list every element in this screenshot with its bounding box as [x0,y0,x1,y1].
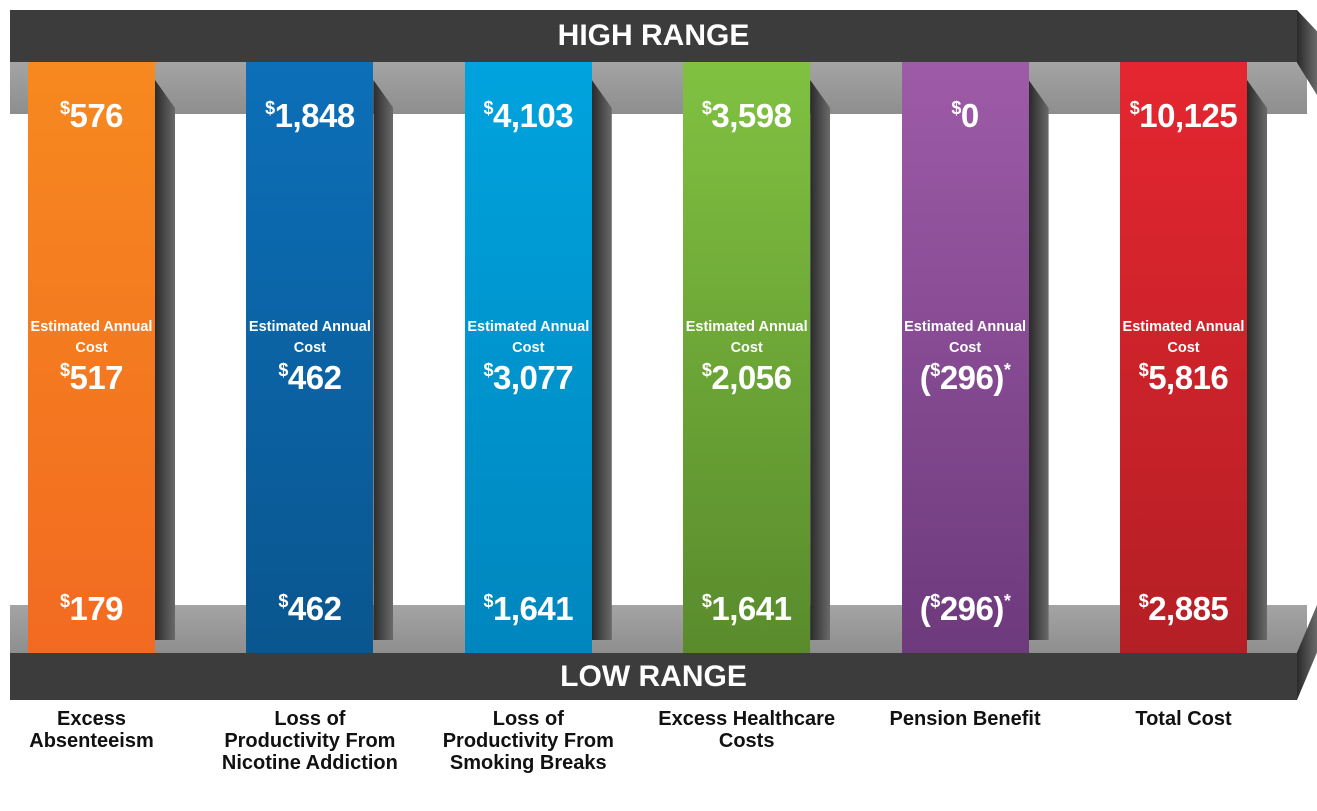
estimate-label: Estimated Annual Cost [904,319,1027,356]
low-value: $2,885 [1138,590,1229,627]
header-title: HIGH RANGE [557,19,750,52]
column-side [591,80,612,640]
column-side [155,80,175,640]
estimate-value: $5,816 [1138,359,1229,396]
symbol: $ [483,98,493,118]
symbol: $ [1129,98,1140,118]
high-value: $10,125 [1129,97,1238,134]
footer-title: LOW RANGE [560,660,747,693]
symbol: $ [930,591,940,611]
estimate-label: Estimated Annual Cost [1122,319,1245,356]
symbol: $ [59,591,70,611]
estimate-label: Estimated Annual Cost [248,319,371,356]
symbol: $ [278,591,288,611]
symbol: $ [483,591,493,611]
column-side [810,80,831,640]
symbol: $ [701,591,712,611]
low-value: ($296)* [919,590,1011,627]
symbol: * [1003,591,1011,611]
estimate-value: $3,077 [483,359,574,396]
estimate-value: $462 [278,359,342,396]
high-value: $576 [59,97,124,134]
symbol: $ [265,98,275,118]
low-value: $462 [278,590,342,627]
column: $10,125 $5,816 $2,885 Estimated Annual Cost [1120,62,1247,653]
column-name: Loss of Productivity From Nicotine Addic… [221,708,398,774]
high-value: $4,103 [483,97,574,134]
column: $4,103 $3,077 $1,641 Estimated Annual Cost [464,62,592,653]
symbol: $ [59,98,70,118]
column-name: Excess Healthcare Costs [658,708,836,752]
estimate-label: Estimated Annual Cost [685,319,808,356]
column-side [1028,80,1049,640]
estimate-value: ($296)* [919,359,1011,396]
estimate-value: $517 [59,359,124,396]
column-name: Loss of Productivity From Smoking Breaks [442,708,614,774]
symbol: $ [930,360,940,380]
symbol: $ [951,98,961,118]
column-name: Pension Benefit [889,708,1041,730]
high-range-bar: HIGH RANGE [10,10,1297,62]
top-shelf [10,62,1307,114]
estimate-label: Estimated Annual Cost [467,319,590,356]
symbol: * [1003,360,1011,380]
high-value: $1,848 [265,97,355,134]
symbol: $ [483,360,493,380]
column-side [1247,80,1267,640]
low-range-bar: LOW RANGE [10,653,1297,700]
estimate-value: $2,056 [701,359,792,396]
high-value: $3,598 [701,97,792,134]
column-name: Total Cost [1135,708,1232,730]
symbol: $ [1138,360,1149,380]
symbol: $ [59,360,70,380]
column: $3,598 $2,056 $1,641 Estimated Annual Cost [683,62,811,653]
low-value: $1,641 [483,590,574,627]
symbol: $ [1138,591,1149,611]
low-value: $1,641 [701,590,792,627]
high-value: $0 [951,97,979,134]
column-side [373,80,394,640]
column: $1,848 $462 $462 Estimated Annual Cost [246,62,374,653]
symbol: $ [701,360,712,380]
symbol: $ [278,360,288,380]
bottom-shelf [10,605,1307,653]
column-name: Excess Absenteeism [29,708,154,752]
column: $0 ($296)* ($296)* Estimated Annual Cost [901,62,1029,653]
symbol: $ [701,98,712,118]
estimate-label: Estimated Annual Cost [30,319,153,356]
column: $576 $517 $179 Estimated Annual Cost [28,62,155,653]
low-value: $179 [59,590,124,627]
